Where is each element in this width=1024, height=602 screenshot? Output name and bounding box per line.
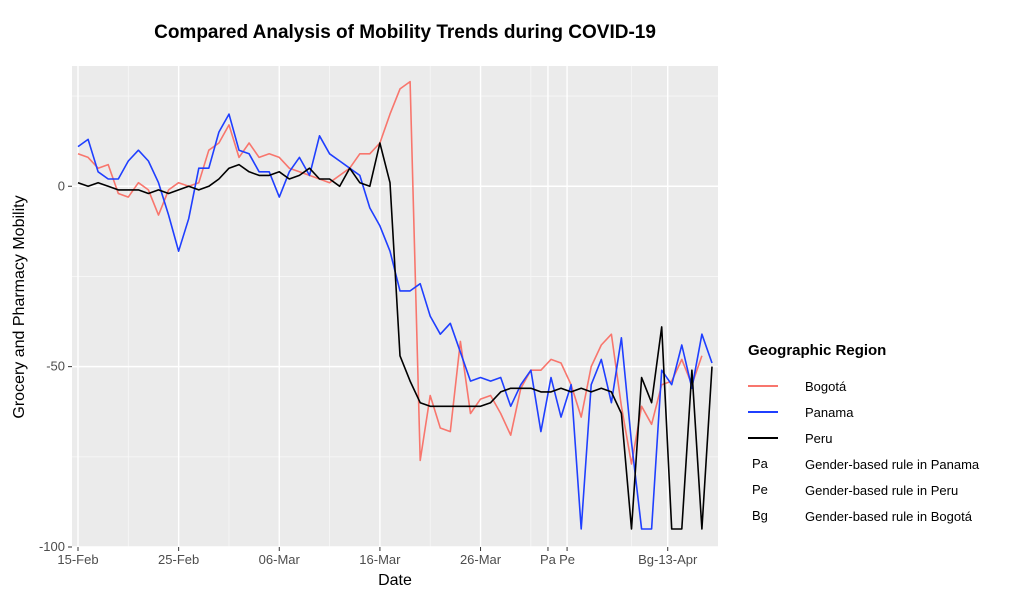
legend-items: Bogotá Panama Peru Pa Gender-based rule in P… [748, 379, 980, 524]
legend-annotation-label: Gender-based rule in Peru [805, 483, 958, 498]
y-tick-label: 0 [58, 178, 65, 193]
y-axis-title: Grocery and Pharmacy Mobility [11, 195, 28, 418]
x-tick-label: 15-Feb [57, 552, 98, 567]
x-tick-label: 16-Mar [359, 552, 401, 567]
legend-annotation-label: Gender-based rule in Bogotá [805, 509, 973, 524]
x-tick-label: Bg-13-Apr [638, 552, 698, 567]
x-axis-title: Date [378, 572, 412, 589]
legend-annotation-label: Gender-based rule in Panama [805, 457, 980, 472]
y-tick-label: -100 [39, 539, 65, 554]
grid-major [72, 66, 718, 548]
series-line-peru [77, 142, 713, 530]
legend-label: Peru [805, 431, 832, 446]
plot-panel [72, 66, 718, 547]
y-axis: 0 -50 -100 [39, 178, 72, 554]
legend-annotation-code: Pe [752, 482, 768, 497]
legend-annotation-code: Pa [752, 456, 769, 471]
x-tick-label: 25-Feb [158, 552, 199, 567]
x-tick-label: Pe [559, 552, 575, 567]
grid-minor [72, 66, 718, 547]
legend: Geographic Region Bogotá Panama Peru Pa Gend… [748, 342, 980, 524]
x-axis: 15-Feb 25-Feb 06-Mar 16-Mar 26-Mar Pa Pe Bg-13-… [57, 547, 698, 567]
legend-label: Bogotá [805, 379, 847, 394]
chart-title: Compared Analysis of Mobility Trends dur… [154, 22, 656, 43]
legend-label: Panama [805, 405, 854, 420]
x-tick-label: 26-Mar [460, 552, 502, 567]
legend-title: Geographic Region [748, 342, 886, 359]
y-tick-label: -50 [46, 359, 65, 374]
x-tick-label: 06-Mar [259, 552, 301, 567]
legend-annotation-code: Bg [752, 508, 768, 523]
x-tick-label: Pa [540, 552, 557, 567]
series-layer [77, 80, 713, 530]
series-line-bogot [77, 80, 703, 465]
